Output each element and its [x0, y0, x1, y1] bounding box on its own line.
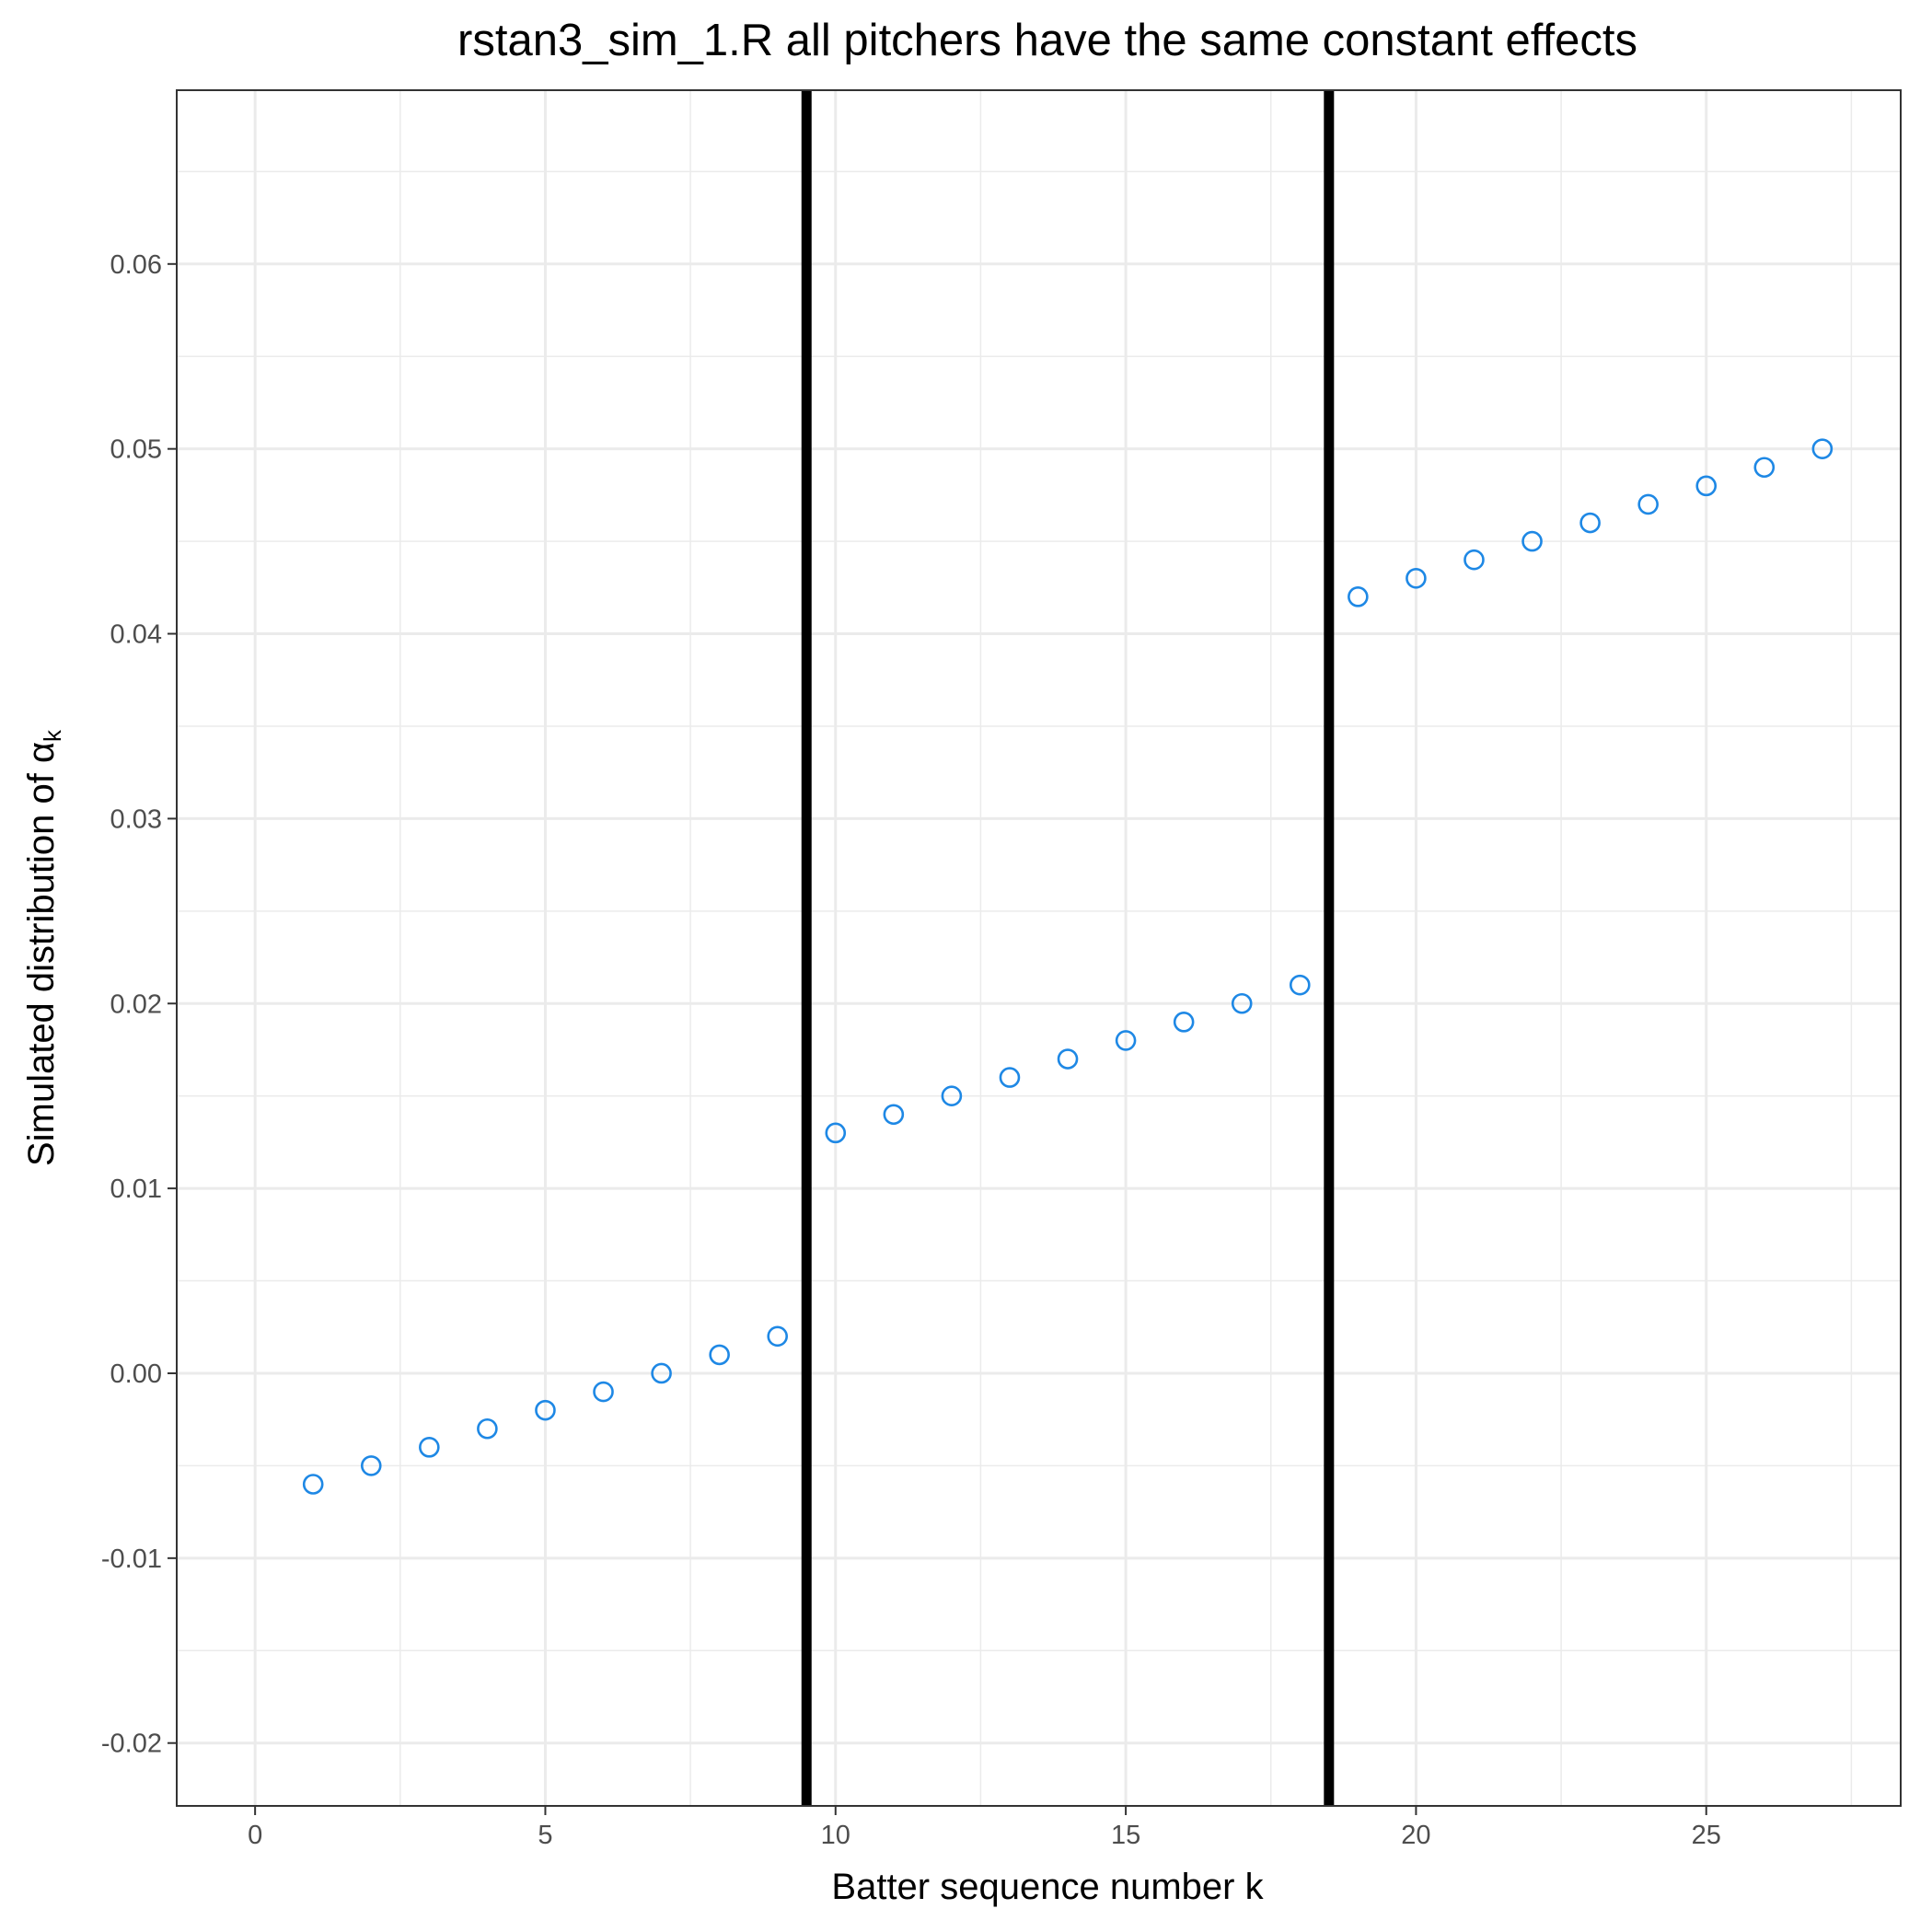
data-point — [1579, 512, 1601, 534]
grid — [177, 90, 1901, 1806]
panel-border — [176, 89, 1902, 1807]
y-tick-label: 0.02 — [110, 989, 162, 1019]
x-tick-label: 0 — [248, 1821, 262, 1850]
y-tick-label: 0.04 — [110, 620, 162, 650]
data-point — [941, 1085, 963, 1106]
x-axis-title: Batter sequence number k — [831, 1867, 1264, 1907]
y-tick-label: 0.05 — [110, 435, 162, 465]
data-point — [1348, 586, 1369, 607]
data-point — [1463, 549, 1485, 571]
data-point — [1289, 974, 1311, 996]
y-tick-label: -0.01 — [101, 1544, 162, 1574]
data-point — [1173, 1012, 1195, 1033]
data-points — [302, 438, 1834, 1495]
x-tick-label: 25 — [1692, 1821, 1721, 1850]
y-tick-label: 0.03 — [110, 804, 162, 834]
chart-title: rstan3_sim_1.R all pitchers have the sam… — [457, 16, 1637, 65]
data-point — [419, 1437, 440, 1458]
data-point — [593, 1381, 614, 1403]
x-tick-label: 20 — [1401, 1821, 1430, 1850]
y-axis: -0.02 -0.01 0.00 0.01 0.02 0.03 0.04 0.05 0.06 — [101, 250, 177, 1759]
data-point — [1753, 457, 1776, 479]
y-tick-label: -0.02 — [101, 1730, 162, 1759]
data-point — [1521, 530, 1543, 552]
y-tick-label: 0.00 — [110, 1359, 162, 1389]
data-point — [1406, 567, 1427, 589]
data-point — [651, 1362, 672, 1384]
data-point — [1057, 1048, 1079, 1070]
data-point — [360, 1455, 382, 1476]
data-point — [535, 1399, 556, 1421]
x-axis: 0 5 10 15 20 25 — [248, 1806, 1721, 1850]
data-point — [825, 1122, 847, 1144]
data-point — [1115, 1030, 1137, 1051]
y-axis-title-main: Simulated distribution of α — [21, 742, 62, 1166]
x-tick-label: 10 — [821, 1821, 850, 1850]
x-tick-label: 5 — [538, 1821, 552, 1850]
y-axis-title-subscript: k — [39, 729, 66, 742]
data-point — [302, 1474, 324, 1495]
data-point — [999, 1067, 1021, 1088]
data-point — [1231, 992, 1253, 1014]
data-point — [709, 1344, 730, 1366]
y-tick-label: 0.06 — [110, 250, 162, 280]
x-tick-label: 15 — [1111, 1821, 1140, 1850]
data-point — [477, 1417, 498, 1440]
data-point — [1695, 475, 1718, 497]
y-tick-label: 0.01 — [110, 1174, 162, 1204]
y-axis-title: Simulated distribution of αk — [21, 729, 66, 1166]
data-point — [1637, 493, 1659, 515]
data-point — [767, 1325, 789, 1348]
reference-lines — [801, 90, 1335, 1806]
data-point — [883, 1104, 905, 1126]
data-point — [1811, 438, 1834, 459]
